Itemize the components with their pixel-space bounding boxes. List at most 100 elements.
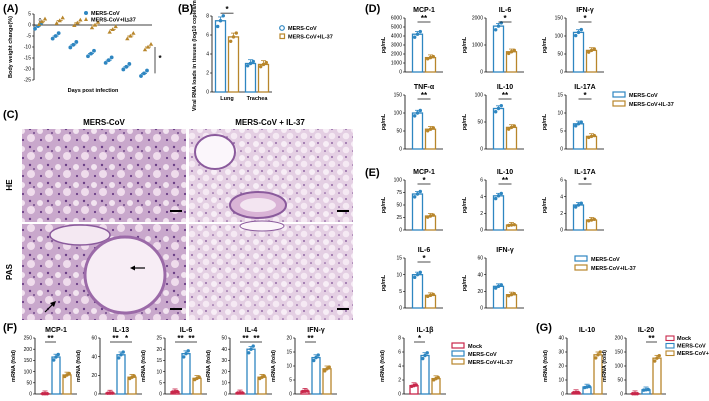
data-point [431,292,435,297]
data-point [107,29,112,34]
y-tick-label: 0 [398,392,401,398]
data-point [589,218,594,222]
y-tick-label: 2000 [472,16,483,22]
panel-b-viral-rna-chart: 0 2 4 6 8 Viral RNA loads in tissues (log10 c… [192,0,333,111]
data-point [579,27,583,32]
x-tick-label: Lung [220,96,233,102]
data-point [216,24,220,29]
data-point [423,353,427,358]
y-axis-label: mRNA (fold) [271,350,277,382]
data-point [145,68,149,73]
chart-title: IL-17A [574,84,595,91]
chart-title: IL-10 [497,169,513,176]
bar [246,348,256,395]
data-point [512,292,516,296]
y-tick-label: 20 [91,373,97,379]
chart-title: TNF-α [414,84,435,91]
data-point [574,33,578,38]
significance-label: ** [648,334,655,343]
data-point [512,222,516,227]
y-tick-label: 50 [557,52,563,58]
y-axis-label: pg/mL [542,113,548,130]
data-point [576,390,580,395]
data-point [499,283,503,287]
data-point [67,371,71,376]
chart-title: IL-10 [579,327,595,334]
y-tick-label: 25 [156,336,162,342]
data-point [109,55,114,60]
y-tick-label: 6000 [391,16,402,22]
data-point [121,67,126,72]
chart-title: IL-6 [499,7,512,14]
y-axis-label: pg/mL [542,36,548,53]
y-tick-label: 4000 [391,34,402,40]
data-point [587,135,591,140]
data-point [512,48,516,53]
y-tick-label: 150 [615,350,624,356]
data-point [596,353,600,357]
data-point [655,356,659,360]
y-tick-label: 1000 [472,43,483,49]
data-point [431,213,435,217]
bar [227,36,240,93]
micrograph-he-mers [22,129,186,222]
data-point [251,59,255,64]
y-axis-label: pg/mL [462,196,468,213]
legend-marker [279,25,285,31]
data-point [653,359,657,363]
y-tick-label: 0 [94,392,97,398]
y-axis-label: mRNA (fold) [380,350,386,382]
y-tick-label: 25 [396,215,402,221]
y-tick-label: 100 [555,34,564,40]
data-point [413,195,417,199]
panel-label-d: (D) [365,3,381,15]
legend-label: MERS-CoV [91,11,120,17]
significance-label: * [422,254,426,263]
y-axis-label: mRNA (fold) [543,350,549,382]
y-tick-label: 0 [560,70,563,76]
data-point [428,55,433,60]
legend-e: MERS-CoV MERS-CoV+IL-37 [574,255,636,272]
data-point [418,29,422,34]
legend-marker [451,350,465,357]
y-tick-label: 150 [394,93,403,99]
data-point [589,48,594,53]
y-tick-label: 10 [156,369,162,375]
y-tick-label: -10 [24,45,31,51]
bar [214,20,227,93]
y-tick-label: 15 [156,358,162,364]
chart-title: IFN-γ [307,327,325,334]
data-point [314,355,318,360]
data-point [95,19,101,24]
y-axis-label: mRNA (fold) [206,350,212,382]
significance-label: ** [421,14,428,23]
data-point [574,205,578,209]
chart-title: IL-17A [574,169,595,176]
y-axis-label: pg/mL [381,274,387,291]
data-point [182,355,186,359]
data-point [512,124,516,128]
significance-label: ** [421,91,428,100]
legend-label: Mock [677,336,692,342]
data-point [418,270,422,275]
significance-label: * [158,54,162,63]
data-point [592,47,596,51]
bar [51,356,61,395]
data-point [579,201,583,205]
data-point [117,356,121,360]
y-tick-label: 0 [206,90,209,96]
y-tick-label: 0 [561,392,564,398]
y-tick-label: 8 [206,14,209,20]
data-point [576,203,581,207]
y-tick-label: -5 [27,34,32,40]
y-tick-label: 150 [555,16,564,22]
micrograph-pas-il37 [189,220,353,320]
y-tick-label: 100 [615,364,624,370]
y-axis-label: pg/mL [462,36,468,53]
y-tick-label: 20 [156,347,162,353]
data-point [428,293,433,298]
significance-label: * [422,176,426,185]
y-tick-label: 20 [477,289,483,295]
